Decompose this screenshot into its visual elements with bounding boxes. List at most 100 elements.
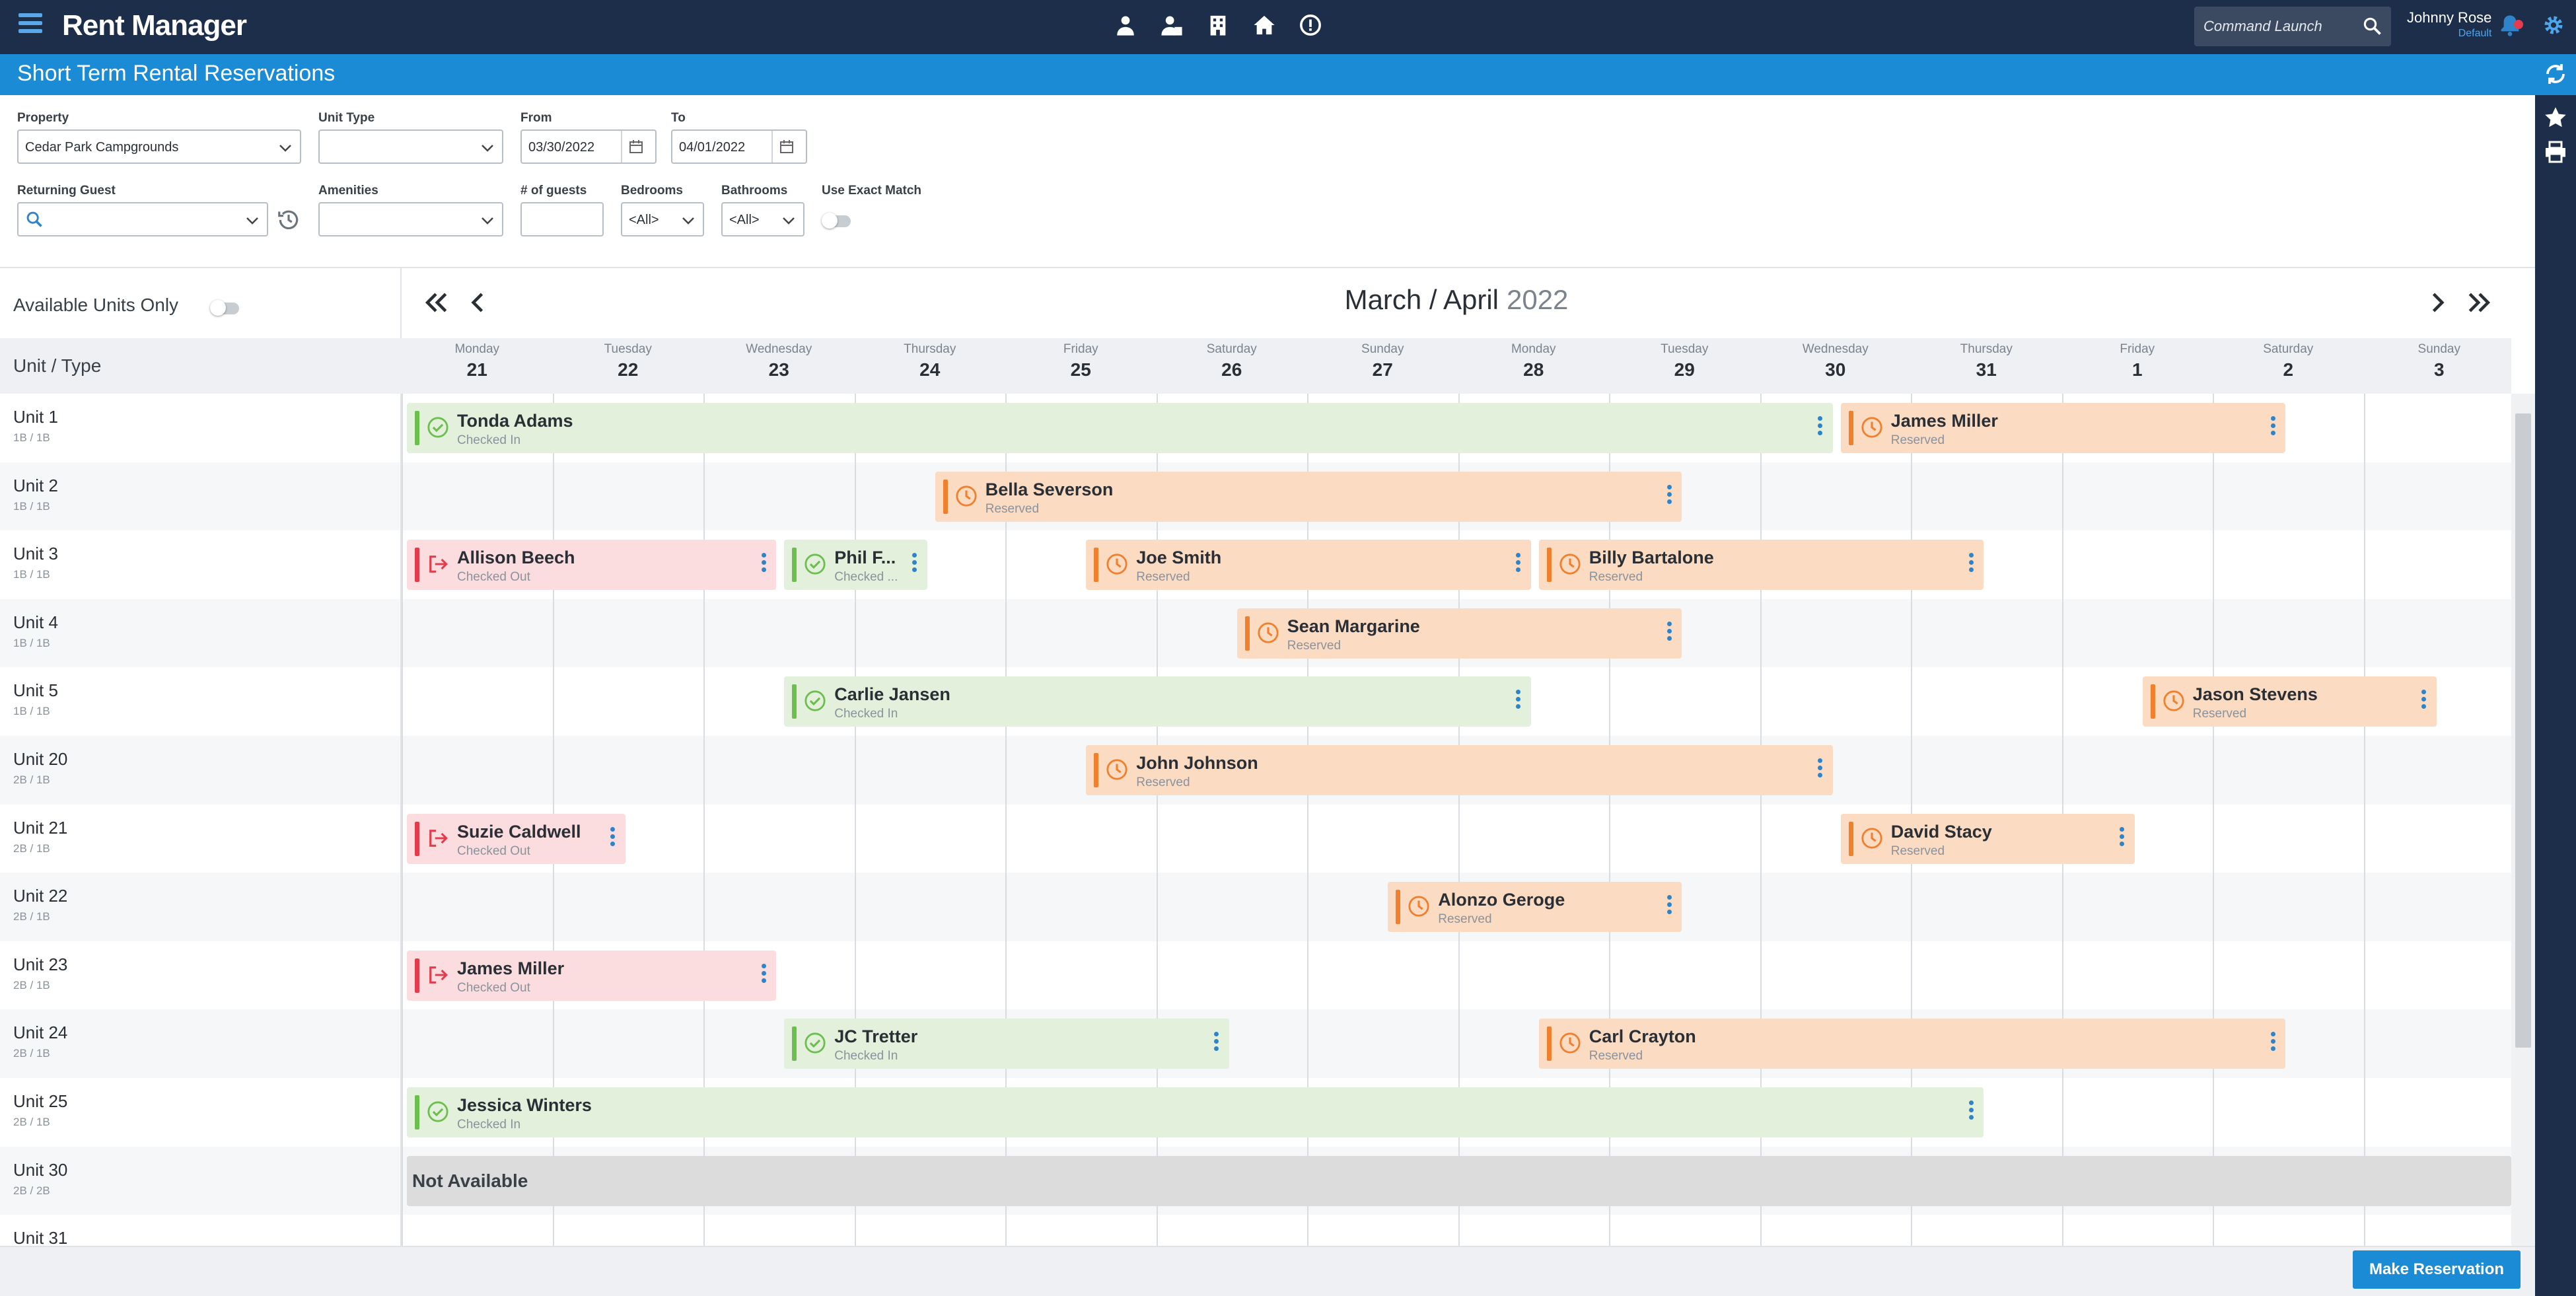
reservation-block[interactable]: Alonzo Geroge Reserved: [1388, 882, 1682, 933]
reservation-status: Reserved: [1287, 638, 1342, 653]
property-select[interactable]: Cedar Park Campgrounds: [17, 129, 301, 164]
more-options-icon[interactable]: [1817, 758, 1824, 781]
calendar-icon[interactable]: [771, 131, 801, 162]
unit-row[interactable]: Unit 30 2B / 2B: [0, 1146, 400, 1215]
amenities-select[interactable]: [318, 202, 503, 236]
settings-gear-icon[interactable]: [2542, 13, 2565, 40]
reservation-status: Checked In: [834, 707, 898, 721]
user-icon[interactable]: [1114, 13, 1137, 37]
more-options-icon[interactable]: [760, 553, 767, 575]
unit-row[interactable]: Unit 20 2B / 1B: [0, 736, 400, 805]
guests-input[interactable]: [520, 202, 604, 236]
more-options-icon[interactable]: [912, 553, 918, 575]
reservation-block[interactable]: Billy Bartalone Reserved: [1538, 540, 1984, 591]
reservation-block[interactable]: Allison Beech Checked Out: [407, 540, 777, 591]
more-options-icon[interactable]: [2270, 1032, 2276, 1054]
reservation-block[interactable]: James Miller Checked Out: [407, 950, 777, 1001]
more-options-icon[interactable]: [1968, 553, 1974, 575]
unit-type-select[interactable]: [318, 129, 503, 164]
page-title: Short Term Rental Reservations: [17, 61, 336, 86]
logout-icon: [427, 553, 449, 575]
user-badge-icon[interactable]: [1160, 13, 1184, 37]
calendar-icon[interactable]: [621, 131, 650, 162]
refresh-icon[interactable]: [2544, 62, 2567, 89]
reservation-block[interactable]: John Johnson Reserved: [1086, 745, 1833, 795]
more-options-icon[interactable]: [1666, 484, 1672, 507]
more-options-icon[interactable]: [1515, 553, 1522, 575]
info-icon[interactable]: [1299, 13, 1322, 37]
chevron-left-icon[interactable]: [464, 288, 493, 320]
search-icon[interactable]: [2362, 16, 2382, 39]
available-units-toggle[interactable]: [210, 300, 239, 316]
chevron-right-icon[interactable]: [2423, 288, 2452, 320]
reservation-block[interactable]: Bella Severson Reserved: [935, 471, 1682, 522]
more-options-icon[interactable]: [1515, 690, 1522, 712]
make-reservation-button[interactable]: Make Reservation: [2353, 1250, 2521, 1289]
day-name: Sunday: [1361, 342, 1404, 356]
reservation-block[interactable]: Sean Margarine Reserved: [1236, 608, 1682, 659]
reservation-block[interactable]: Jessica Winters Checked In: [407, 1087, 1984, 1137]
unit-row[interactable]: Unit 24 2B / 1B: [0, 1009, 400, 1078]
more-options-icon[interactable]: [1666, 621, 1672, 644]
double-chevron-left-icon[interactable]: [421, 288, 450, 320]
double-chevron-right-icon[interactable]: [2465, 288, 2494, 320]
reservation-block[interactable]: James Miller Reserved: [1840, 403, 2286, 453]
unit-row[interactable]: Unit 31: [0, 1215, 400, 1246]
reservation-status: Checked Out: [457, 570, 530, 585]
status-bar: [1094, 548, 1099, 583]
more-options-icon[interactable]: [1817, 416, 1824, 439]
grid-scrollbar[interactable]: [2511, 394, 2535, 1246]
more-options-icon[interactable]: [1968, 1100, 1974, 1123]
command-launch-input[interactable]: [2203, 15, 2355, 38]
more-options-icon[interactable]: [2421, 690, 2427, 712]
unit-row[interactable]: Unit 23 2B / 1B: [0, 941, 400, 1010]
more-options-icon[interactable]: [2270, 416, 2276, 439]
reservation-status: Checked Out: [457, 844, 530, 858]
bathrooms-select[interactable]: <All>: [721, 202, 805, 236]
reservation-block[interactable]: JC Tretter Checked In: [784, 1019, 1229, 1069]
unit-row[interactable]: Unit 1 1B / 1B: [0, 394, 400, 462]
reservation-block[interactable]: Tonda Adams Checked In: [407, 403, 1833, 453]
available-units-label: Available Units Only: [13, 295, 179, 315]
unit-row[interactable]: Unit 5 1B / 1B: [0, 667, 400, 736]
reservation-block[interactable]: Joe Smith Reserved: [1086, 540, 1531, 591]
unit-row[interactable]: Unit 3 1B / 1B: [0, 530, 400, 599]
print-icon[interactable]: [2544, 140, 2567, 167]
to-date-value: 04/01/2022: [679, 140, 746, 155]
more-options-icon[interactable]: [610, 826, 616, 849]
guest-name: David Stacy: [1890, 821, 1992, 842]
day-divider: [402, 394, 403, 1246]
unit-row[interactable]: Unit 4 1B / 1B: [0, 598, 400, 668]
reservation-block[interactable]: David Stacy Reserved: [1840, 813, 2135, 864]
from-date-input[interactable]: 03/30/2022: [520, 129, 657, 164]
reservation-status: Checked In: [457, 1118, 521, 1132]
building-icon[interactable]: [1206, 13, 1230, 37]
unit-row[interactable]: Unit 2 1B / 1B: [0, 462, 400, 531]
history-icon[interactable]: [276, 207, 301, 236]
unit-row[interactable]: Unit 25 2B / 1B: [0, 1078, 400, 1147]
clock-icon: [1559, 553, 1581, 575]
reservation-block[interactable]: Suzie Caldwell Checked Out: [407, 813, 626, 864]
reservation-block[interactable]: Carl Crayton Reserved: [1538, 1019, 2286, 1069]
check-circle-icon: [804, 1032, 826, 1054]
more-options-icon[interactable]: [1213, 1032, 1220, 1054]
user-menu[interactable]: Johnny Rose Default: [2407, 9, 2491, 40]
to-date-input[interactable]: 04/01/2022: [671, 129, 807, 164]
more-options-icon[interactable]: [760, 963, 767, 986]
more-options-icon[interactable]: [2119, 826, 2126, 849]
bedrooms-select[interactable]: <All>: [621, 202, 704, 236]
reservation-block[interactable]: Phil F... Checked ...: [784, 540, 927, 591]
day-header: Saturday 2: [2213, 338, 2364, 394]
unit-row[interactable]: Unit 22 2B / 1B: [0, 873, 400, 941]
star-icon[interactable]: [2544, 106, 2567, 133]
scrollbar-thumb[interactable]: [2515, 414, 2531, 1048]
unit-row[interactable]: Unit 21 2B / 1B: [0, 804, 400, 873]
returning-guest-search[interactable]: [17, 202, 268, 236]
home-icon[interactable]: [1252, 13, 1276, 37]
more-options-icon[interactable]: [1666, 895, 1672, 918]
reservation-block[interactable]: Jason Stevens Reserved: [2142, 676, 2437, 727]
bathrooms-label: Bathrooms: [721, 184, 788, 198]
reservation-block[interactable]: Carlie Jansen Checked In: [784, 676, 1531, 727]
hamburger-menu-icon[interactable]: [18, 13, 42, 37]
exact-match-toggle[interactable]: [822, 213, 851, 229]
